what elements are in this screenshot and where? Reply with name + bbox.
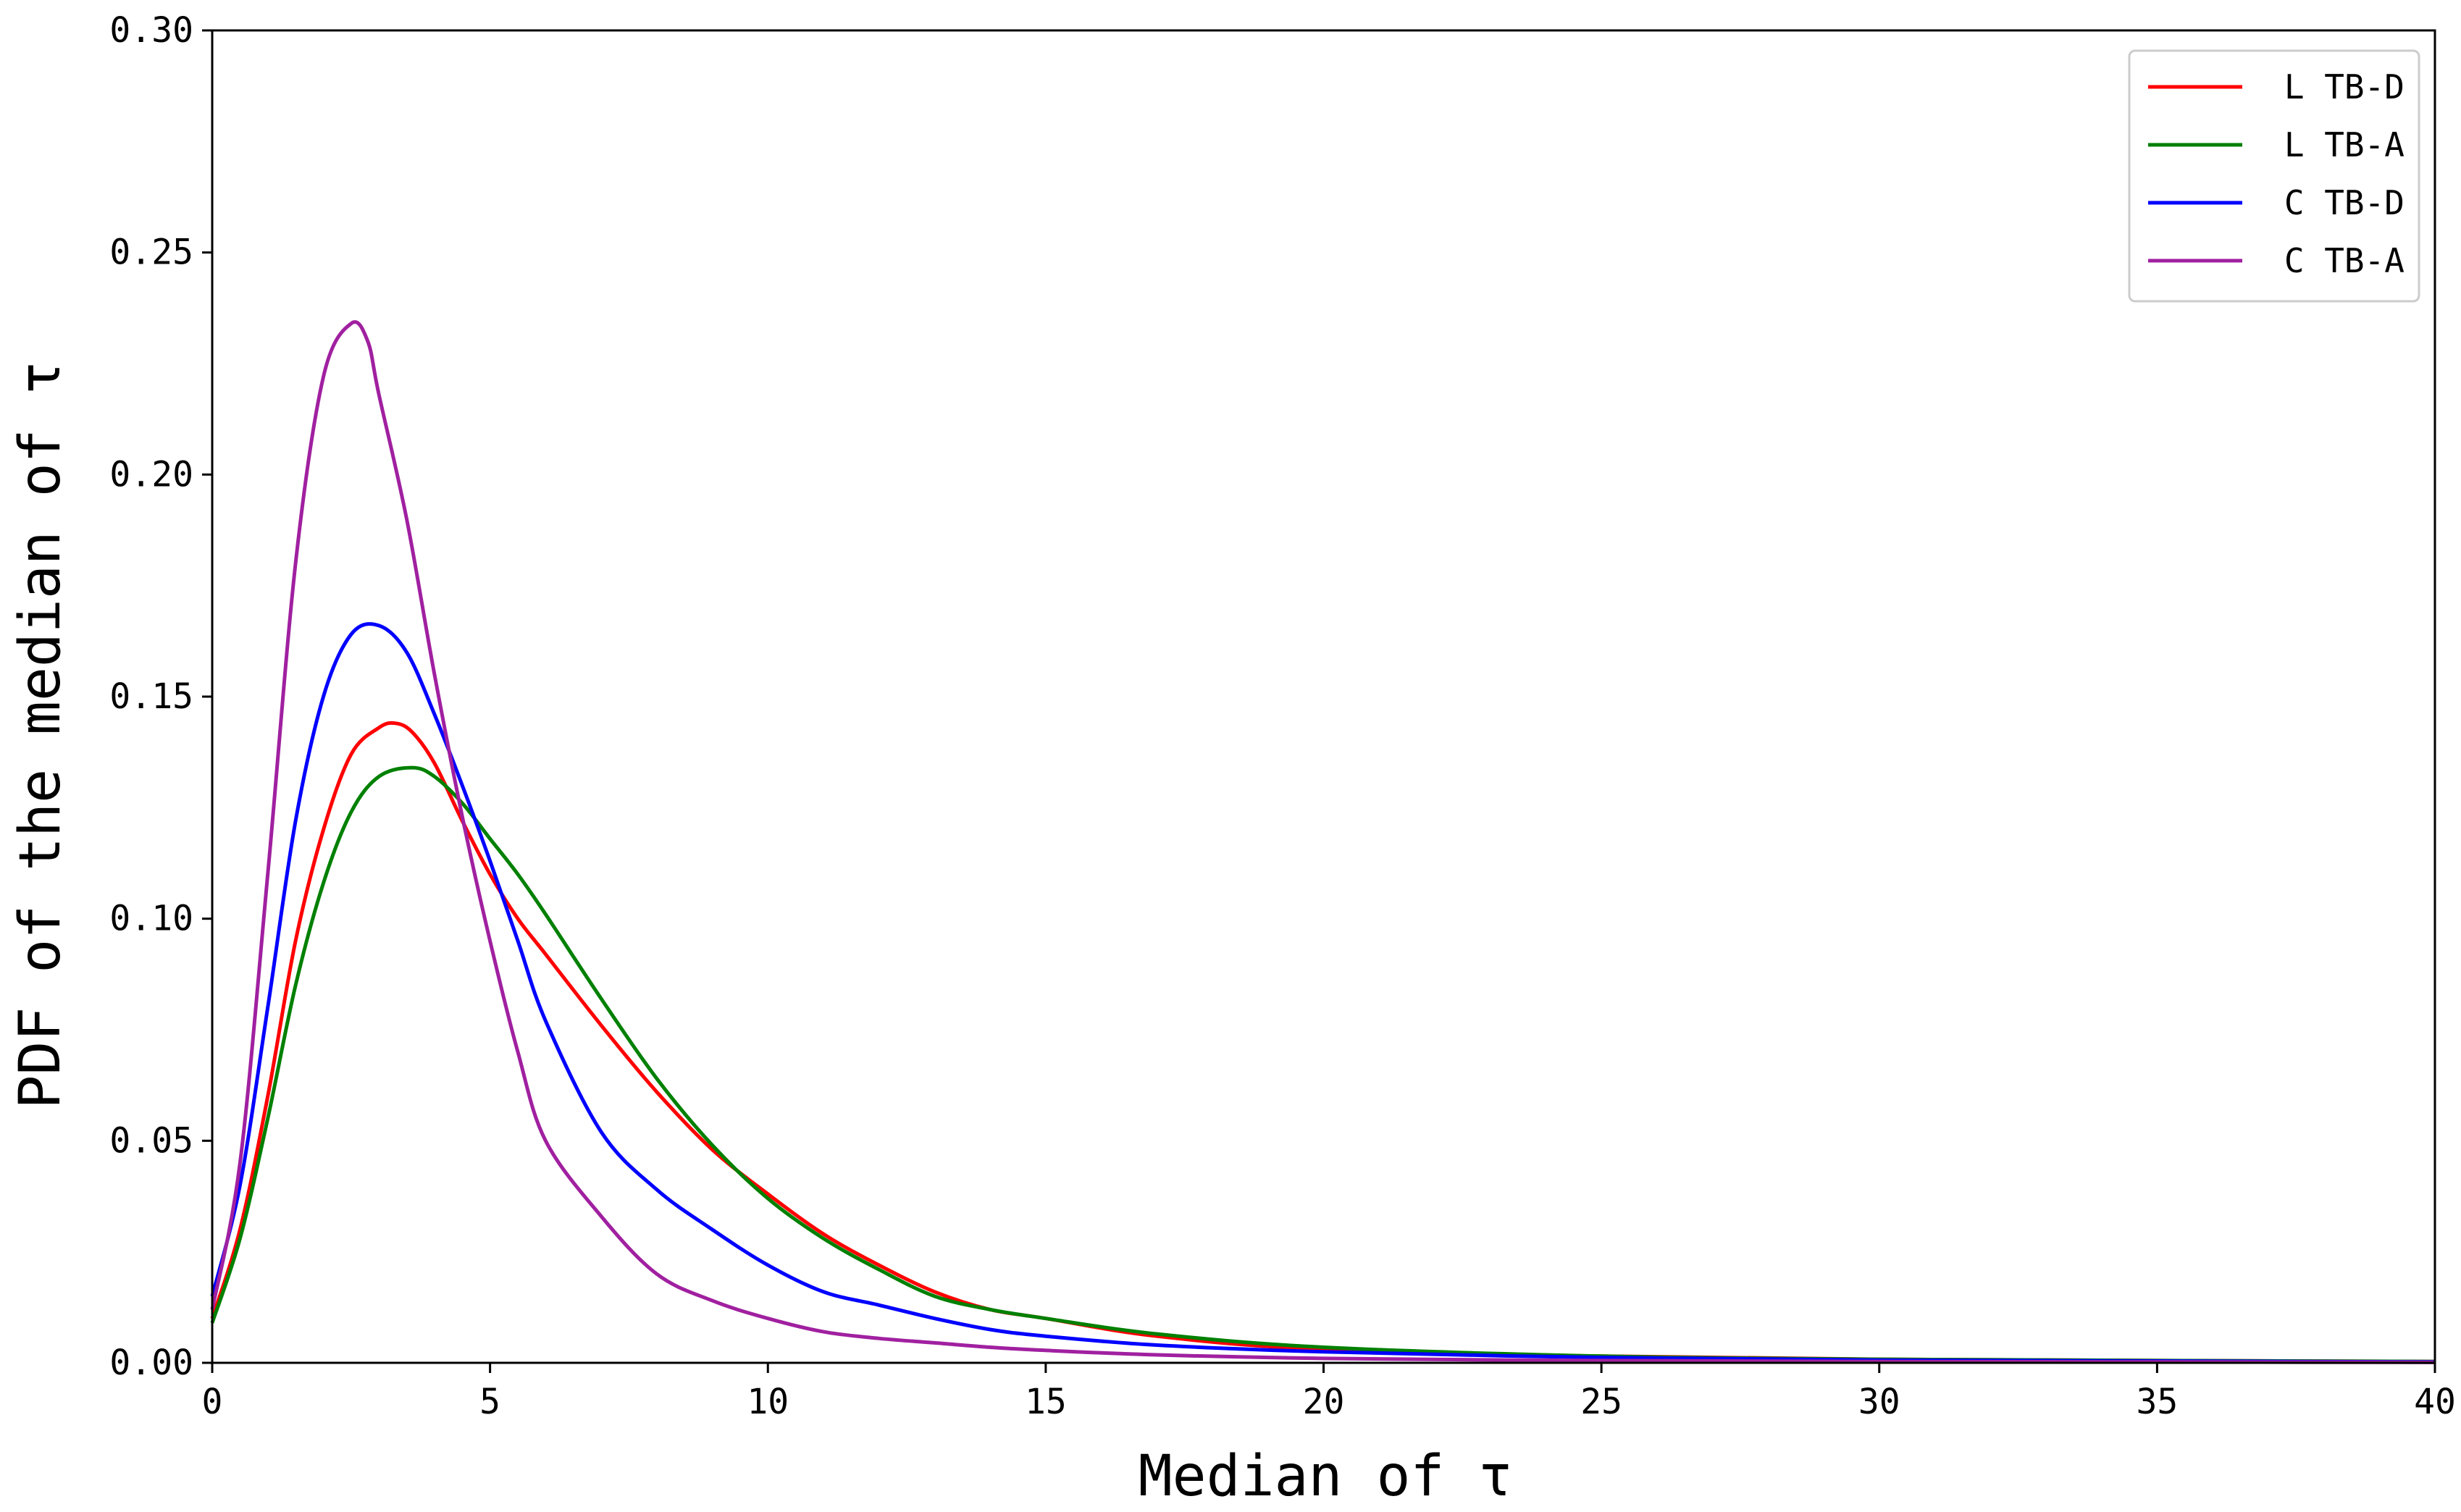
y-tick-label: 0.30	[109, 10, 193, 51]
x-tick-label: 5	[479, 1382, 500, 1422]
x-tick-label: 40	[2414, 1382, 2456, 1422]
series-line-4	[210, 320, 2436, 1364]
y-tick-label: 0.25	[109, 232, 193, 273]
series-line-3	[210, 622, 2436, 1364]
y-axis-title: PDF of the median of τ	[8, 361, 73, 1109]
legend-box	[2128, 49, 2420, 303]
legend-label: L TB-D	[2284, 67, 2405, 106]
x-tick-label: 30	[1858, 1382, 1900, 1422]
y-tick-label: 0.15	[109, 676, 193, 717]
y-tick-label: 0.20	[109, 454, 193, 495]
x-axis-title: Median of τ	[1139, 1444, 1513, 1509]
legend-label: C TB-A	[2284, 241, 2405, 280]
legend-label: L TB-A	[2284, 125, 2405, 164]
legend: L TB-D L TB-A C TB-D C TB-A	[2128, 49, 2420, 303]
x-tick-label: 10	[747, 1382, 789, 1422]
plot-lines	[210, 320, 2436, 1364]
legend-label: C TB-D	[2284, 183, 2405, 222]
ticks: 0 5 10 15 20 25 30 35 40 0.00 0.05 0.10 0.15 0.20 0.25…	[109, 10, 2455, 1422]
y-tick-label: 0.05	[109, 1120, 193, 1161]
y-tick-label: 0.00	[109, 1343, 193, 1383]
x-tick-label: 15	[1025, 1382, 1067, 1422]
x-tick-label: 35	[2136, 1382, 2178, 1422]
x-tick-label: 20	[1303, 1382, 1345, 1422]
y-tick-label: 0.10	[109, 899, 193, 939]
x-tick-label: 25	[1580, 1382, 1622, 1422]
x-tick-label: 0	[202, 1382, 223, 1422]
